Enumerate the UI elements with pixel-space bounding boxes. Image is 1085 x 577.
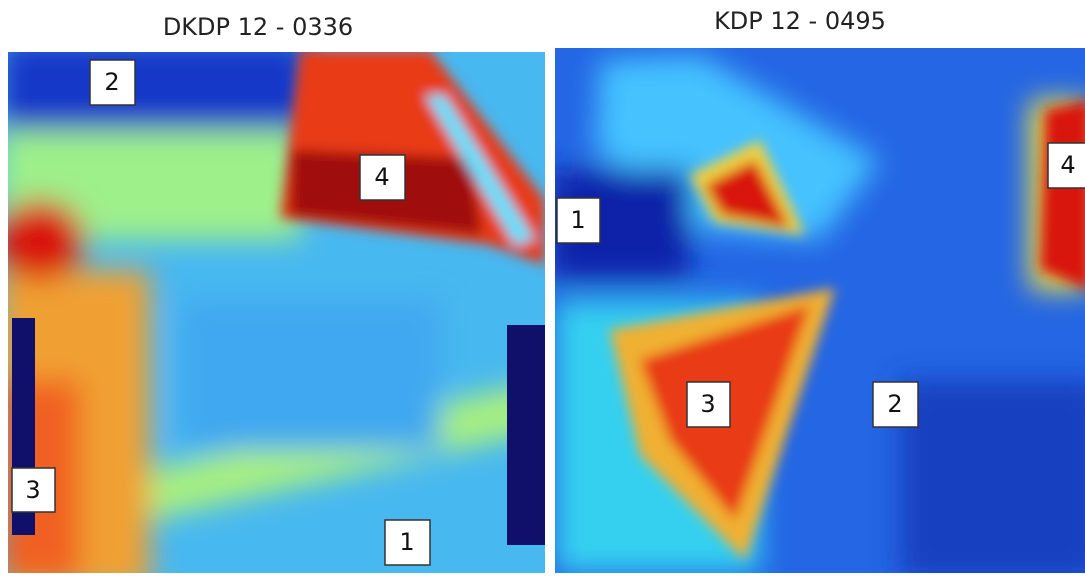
label-text: 3: [700, 390, 715, 418]
heatmap-left: [8, 52, 545, 573]
region-label: 3: [11, 467, 56, 513]
label-text: 2: [887, 390, 902, 418]
heatmap-right: [555, 48, 1085, 573]
region-label: 2: [89, 59, 136, 106]
label-text: 1: [399, 528, 414, 556]
label-text: 2: [104, 68, 119, 96]
region-label: 4: [1047, 142, 1085, 189]
panel-title: KDP 12 - 0495: [714, 7, 886, 35]
label-text: 3: [25, 476, 40, 504]
region-label: 2: [872, 381, 919, 428]
region-label: 1: [556, 197, 601, 244]
region-label: 1: [384, 519, 431, 566]
region-label: 3: [686, 381, 731, 428]
label-text: 1: [570, 206, 585, 234]
panel-title: DKDP 12 - 0336: [163, 13, 353, 41]
region-label: 4: [359, 154, 406, 201]
label-text: 4: [374, 163, 389, 191]
label-text: 4: [1060, 151, 1075, 179]
